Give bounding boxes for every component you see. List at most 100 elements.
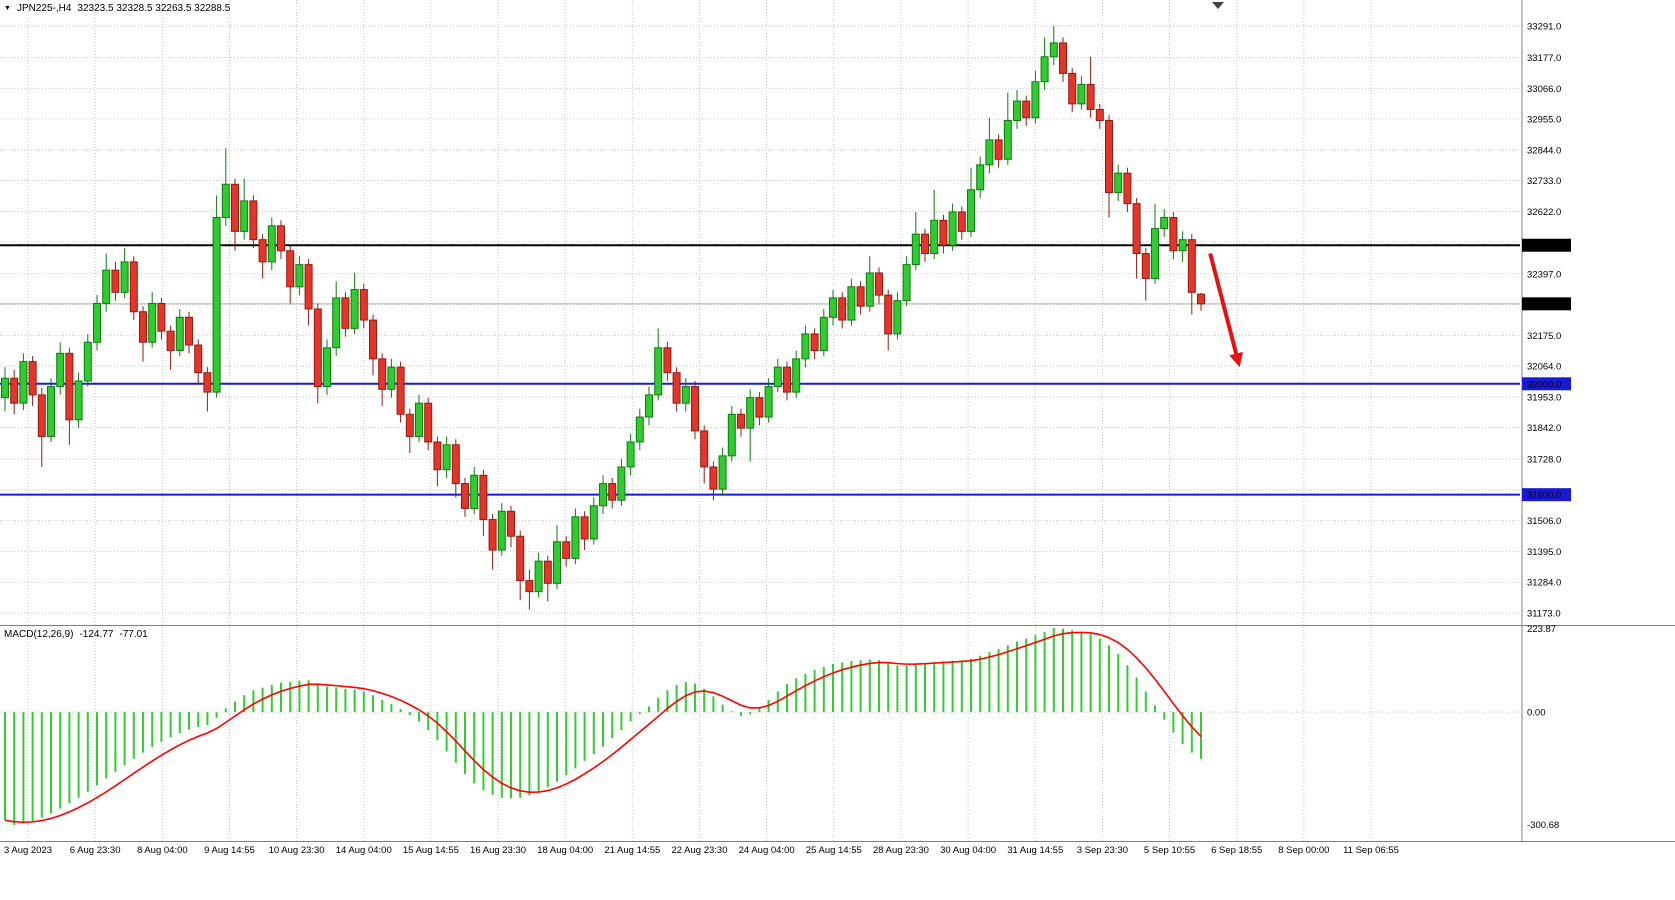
candle-body (838, 297, 847, 321)
candle-body (672, 372, 681, 404)
price-tick-label: 31284.0 (1527, 578, 1561, 589)
candle-body (819, 316, 828, 352)
price-tick-label: 31728.0 (1527, 455, 1561, 466)
candle-body (1160, 217, 1169, 230)
candle-body (783, 366, 791, 393)
time-axis-label: 10 Aug 23:30 (269, 845, 325, 856)
candle-body (635, 416, 644, 443)
candle-body (1105, 120, 1113, 194)
time-axis-label: 31 Aug 14:55 (1007, 845, 1063, 856)
candle-body (129, 261, 138, 313)
candle-body (691, 386, 699, 432)
candle-body (378, 358, 387, 390)
candle-body (479, 474, 488, 521)
quick-trade-toggle-icon[interactable]: ▼ (4, 4, 11, 12)
candle-body (175, 316, 184, 352)
candle-body (1123, 172, 1132, 205)
candle-body (626, 441, 635, 468)
candle-body (773, 366, 782, 388)
candle-body (56, 352, 65, 388)
candle-body (221, 183, 230, 219)
candle-body (985, 139, 994, 166)
price-tick-label: 32397.0 (1527, 269, 1561, 280)
candle-body (553, 541, 561, 584)
candle-body (700, 430, 709, 468)
time-axis-label: 22 Aug 23:30 (672, 845, 728, 856)
candle-body (543, 560, 552, 584)
time-axis-label: 5 Sep 10:55 (1144, 845, 1195, 856)
candle-body (341, 297, 350, 329)
price-line-label-box (1522, 297, 1571, 311)
candle-body (902, 264, 911, 302)
candle-body (166, 330, 175, 352)
candle-body (433, 441, 442, 471)
candle-body (608, 483, 617, 501)
price-tick-label: 31842.0 (1527, 423, 1561, 434)
candle-body (424, 402, 433, 443)
macd-indicator-label: MACD(12,26,9) -124.77 -77.01 (4, 629, 148, 640)
price-line-label-text: 32288.5 (1527, 299, 1561, 310)
price-line-label-box (1522, 488, 1571, 502)
price-tick-label: 32622.0 (1527, 207, 1561, 218)
macd-title-text: MACD(12,26,9) (4, 629, 74, 640)
candle-body (74, 380, 83, 421)
candle-body (120, 261, 129, 293)
candle-body (1003, 120, 1012, 160)
candle-body (1132, 203, 1141, 255)
candle-body (1068, 72, 1077, 105)
candle-body (571, 516, 580, 559)
price-tick-label: 32064.0 (1527, 362, 1561, 373)
candle-body (83, 341, 92, 382)
candle-body (599, 483, 607, 507)
candle-body (1049, 42, 1058, 58)
candle-body (249, 200, 258, 241)
candle-body (231, 183, 239, 232)
candle-body (1197, 293, 1205, 305)
candle-body (1031, 81, 1040, 119)
candle-body (415, 402, 423, 437)
price-line-label-text: 32000.0 (1527, 379, 1561, 390)
price-tick-label: 31173.0 (1527, 609, 1561, 620)
candle-body (396, 366, 405, 415)
macd-value-text: -124.77 (79, 629, 114, 640)
candle-body (856, 286, 865, 307)
candle-body (948, 211, 957, 246)
candle-body (488, 519, 497, 551)
candle-body (19, 361, 28, 404)
candle-body (865, 272, 874, 307)
price-tick-label: 31506.0 (1527, 516, 1561, 527)
candle-body (525, 580, 534, 593)
candle-body (93, 302, 101, 343)
time-axis-label: 14 Aug 04:00 (336, 845, 392, 856)
chart-shift-marker-icon (1212, 2, 1224, 9)
candle-body (240, 200, 249, 232)
candle-body (10, 377, 19, 404)
macd-signal-line (4, 631, 1202, 824)
candle-body (47, 386, 55, 437)
candle-body (617, 466, 626, 501)
candle-body (37, 394, 46, 437)
candle-body (1077, 83, 1086, 105)
candle-body (313, 308, 322, 388)
candle-body (185, 316, 193, 346)
candle-body (267, 225, 276, 263)
candle-body (148, 302, 157, 343)
candle-body (1187, 239, 1196, 293)
time-axis-label: 3 Sep 23:30 (1077, 845, 1128, 856)
candle-body (461, 483, 469, 510)
candle-body (1095, 108, 1104, 122)
candle-body (304, 264, 313, 310)
candle-body (442, 444, 451, 471)
candle-body (976, 164, 985, 191)
price-line-label-box (1522, 377, 1571, 391)
candle-body (654, 347, 663, 396)
candle-body (792, 358, 801, 393)
time-axis-label: 25 Aug 14:55 (806, 845, 862, 856)
candle-body (295, 264, 304, 288)
candle-body (1059, 42, 1067, 74)
time-axis-label: 18 Aug 04:00 (537, 845, 593, 856)
candle-body (323, 347, 331, 388)
candle-body (194, 344, 203, 374)
candle-body (930, 219, 939, 255)
